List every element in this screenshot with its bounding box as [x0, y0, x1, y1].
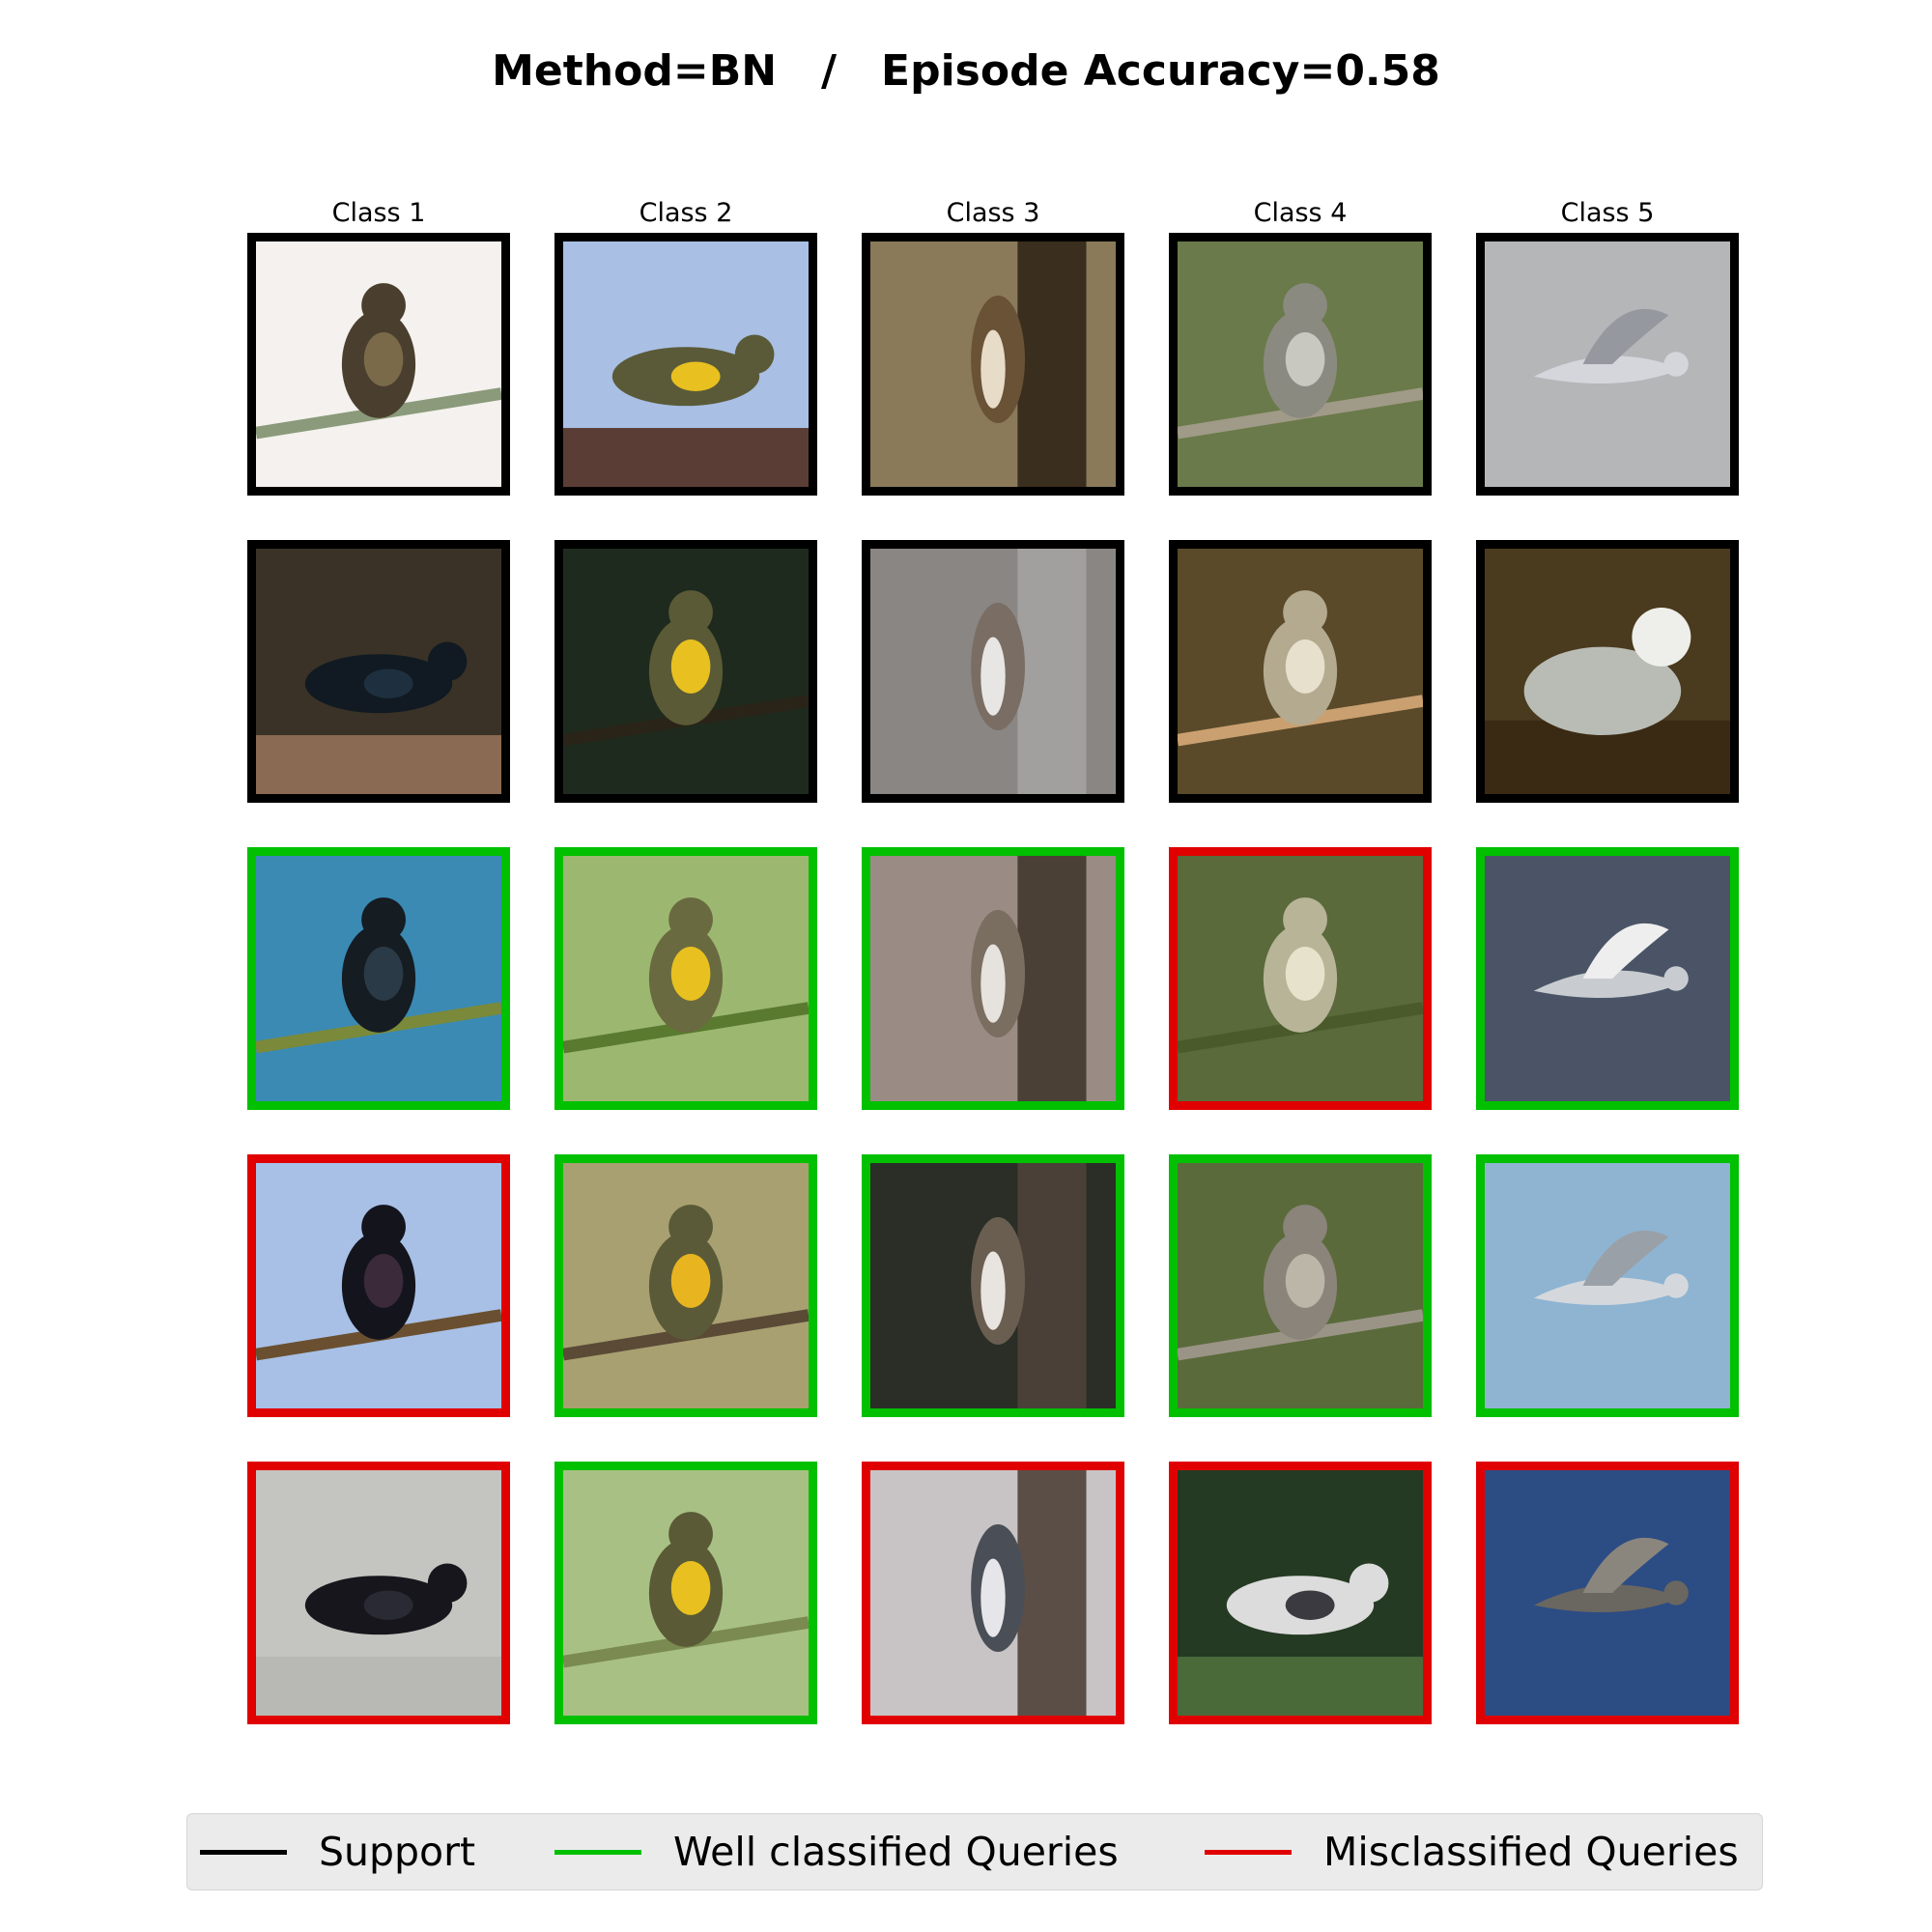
bird-image-row4-class1 [247, 1154, 510, 1417]
bird-image-row1-class3 [862, 233, 1124, 496]
bird-image-row5-class2 [554, 1462, 817, 1724]
bird-image-row5-class1 [247, 1462, 510, 1724]
bird-image-row2-class3 [862, 540, 1124, 803]
bird-image-row4-class4 [1169, 1154, 1432, 1417]
figure-title: Method=BN / Episode Accuracy=0.58 [492, 46, 1440, 96]
bird-image-row1-class4 [1169, 233, 1432, 496]
bird-image-row2-class4 [1169, 540, 1432, 803]
bird-image-row1-class5 [1476, 233, 1739, 496]
legend-label-well: Well classified Queries [673, 1829, 1119, 1875]
bird-image-row3-class3 [862, 847, 1124, 1110]
bird-image-row4-class3 [862, 1154, 1124, 1417]
legend-label-support: Support [319, 1829, 476, 1875]
legend-item-support: Support [200, 1814, 475, 1889]
bird-image-row4-class5 [1476, 1154, 1739, 1417]
bird-image-row5-class5 [1476, 1462, 1739, 1724]
legend-item-mis: Misclassified Queries [1205, 1814, 1739, 1889]
column-label-5: Class 5 [1560, 198, 1655, 228]
legend-line-mis [1205, 1849, 1292, 1855]
bird-image-row1-class1 [247, 233, 510, 496]
bird-image-row2-class2 [554, 540, 817, 803]
legend-line-well [554, 1849, 641, 1855]
bird-image-row3-class5 [1476, 847, 1739, 1110]
legend-item-well: Well classified Queries [554, 1814, 1119, 1889]
legend: Support Well classified Queries Misclass… [186, 1813, 1763, 1890]
bird-image-row2-class5 [1476, 540, 1739, 803]
legend-line-support [200, 1849, 287, 1855]
bird-image-row3-class1 [247, 847, 510, 1110]
column-label-4: Class 4 [1253, 198, 1348, 228]
column-label-2: Class 2 [639, 198, 733, 228]
column-label-1: Class 1 [331, 198, 426, 228]
bird-image-row1-class2 [554, 233, 817, 496]
bird-image-row4-class2 [554, 1154, 817, 1417]
bird-image-row2-class1 [247, 540, 510, 803]
legend-label-mis: Misclassified Queries [1323, 1829, 1739, 1875]
bird-image-row5-class4 [1169, 1462, 1432, 1724]
bird-image-row5-class3 [862, 1462, 1124, 1724]
column-label-3: Class 3 [946, 198, 1040, 228]
bird-image-row3-class2 [554, 847, 817, 1110]
bird-image-row3-class4 [1169, 847, 1432, 1110]
